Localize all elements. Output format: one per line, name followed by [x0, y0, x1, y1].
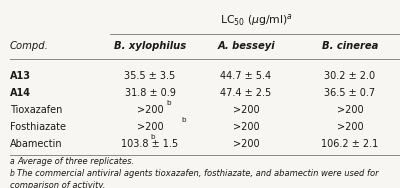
Text: Abamectin: Abamectin — [10, 139, 63, 149]
Text: The commercial antiviral agents tioxazafen, fosthiazate, and abamectin were used: The commercial antiviral agents tioxazaf… — [17, 169, 379, 178]
Text: A13: A13 — [10, 71, 31, 81]
Text: a: a — [10, 157, 15, 166]
Text: LC$_{50}$ ($\mu$g/ml)$^{a}$: LC$_{50}$ ($\mu$g/ml)$^{a}$ — [220, 12, 294, 28]
Text: 35.5 ± 3.5: 35.5 ± 3.5 — [124, 71, 176, 81]
Text: >200: >200 — [337, 122, 363, 132]
Text: >200: >200 — [233, 122, 259, 132]
Text: Average of three replicates.: Average of three replicates. — [17, 157, 134, 166]
Text: >200: >200 — [233, 139, 259, 149]
Text: 30.2 ± 2.0: 30.2 ± 2.0 — [324, 71, 376, 81]
Text: 44.7 ± 5.4: 44.7 ± 5.4 — [220, 71, 272, 81]
Text: 106.2 ± 2.1: 106.2 ± 2.1 — [321, 139, 379, 149]
Text: B. xylophilus: B. xylophilus — [114, 41, 186, 51]
Text: comparison of activity.: comparison of activity. — [10, 181, 105, 188]
Text: >200: >200 — [337, 105, 363, 115]
Text: Tioxazafen: Tioxazafen — [10, 105, 62, 115]
Text: >200: >200 — [233, 105, 259, 115]
Text: 47.4 ± 2.5: 47.4 ± 2.5 — [220, 88, 272, 98]
Text: 103.8 ± 1.5: 103.8 ± 1.5 — [122, 139, 178, 149]
Text: Compd.: Compd. — [10, 41, 49, 51]
Text: >200: >200 — [137, 122, 163, 132]
Text: >200: >200 — [137, 105, 163, 115]
Text: B. cinerea: B. cinerea — [322, 41, 378, 51]
Text: b: b — [150, 134, 155, 140]
Text: A. besseyi: A. besseyi — [217, 41, 275, 51]
Text: b: b — [10, 169, 15, 178]
Text: 36.5 ± 0.7: 36.5 ± 0.7 — [324, 88, 376, 98]
Text: 31.8 ± 0.9: 31.8 ± 0.9 — [124, 88, 176, 98]
Text: A14: A14 — [10, 88, 31, 98]
Text: b: b — [166, 100, 171, 106]
Text: b: b — [182, 117, 186, 123]
Text: Fosthiazate: Fosthiazate — [10, 122, 66, 132]
